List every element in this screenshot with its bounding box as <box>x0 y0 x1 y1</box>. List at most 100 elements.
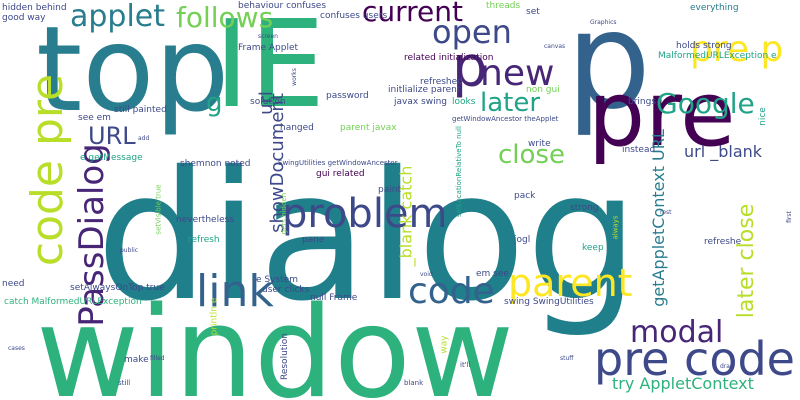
word-gets-hidden: gets hidden <box>280 192 289 235</box>
word-pack: pack <box>514 191 536 201</box>
word-rest: rest <box>660 209 672 216</box>
word-confuses-users: confuses users <box>320 11 388 21</box>
word-brings: brings <box>628 97 657 107</box>
word-threads: threads <box>486 1 521 11</box>
word-resolution: Resolution <box>280 332 291 381</box>
word-itll: it'll <box>460 361 471 369</box>
word-stuff: stuff <box>560 355 574 362</box>
word-close: close <box>498 140 565 170</box>
word-good-way: good way <box>2 13 46 23</box>
word-always: always <box>611 215 620 240</box>
word-strong: strong <box>570 203 599 213</box>
word-password: password <box>326 91 369 101</box>
word-p-small: p <box>452 35 488 100</box>
word-keep: keep <box>582 243 604 253</box>
word-shemnon-noted: shemnon noted <box>180 159 251 169</box>
word-applet: applet <box>70 0 166 34</box>
word-hidden-behind: hidden behind <box>2 3 67 13</box>
word-refreshe: refreshe <box>704 237 742 247</box>
word-works: works <box>290 68 298 86</box>
word-modal: modal <box>630 315 724 350</box>
word-looks: looks <box>452 97 476 107</box>
word-println-e: println e <box>209 297 220 336</box>
word-set: set <box>526 7 540 17</box>
word-filled: filled <box>150 355 165 362</box>
word-add: add <box>138 135 150 142</box>
word-problem: problem <box>282 191 448 237</box>
word-link: link <box>196 266 274 317</box>
word-public: public <box>120 247 139 254</box>
word-need: need <box>2 279 25 289</box>
word-frame-applet: Frame Applet <box>238 43 299 53</box>
word-follows: follows <box>176 1 274 34</box>
word-code-pre: code pre <box>22 73 74 267</box>
word-dialog: dialog <box>96 133 639 340</box>
word-parent: parent <box>508 261 633 305</box>
word-canvas: canvas <box>544 43 566 50</box>
word-gui-related: gui related <box>316 169 365 179</box>
word-everything: everything <box>690 3 739 13</box>
word-p-big: p <box>566 0 652 139</box>
word-initlialize-parent: initlialize parent <box>388 85 461 95</box>
word-still-painted: still painted <box>114 105 167 115</box>
word-e-system: e System <box>256 275 298 285</box>
word-holds-strong: holds strong <box>676 41 732 51</box>
word-e-getmessage: e getMessage <box>80 153 143 163</box>
word-try-appletcontext: try AppletContext <box>612 374 754 393</box>
word-current: current <box>362 0 464 28</box>
word-related-initialization: related initialization <box>404 53 494 63</box>
word-void: void <box>420 271 433 278</box>
word-ie: IE <box>214 0 326 135</box>
word-tiny-b: first <box>785 211 793 223</box>
word-open: open <box>432 13 512 51</box>
word-refreshed: refreshed <box>420 77 463 87</box>
word-setlocationrelativeto-null: setLocationRelativeTo null <box>454 126 463 217</box>
word-parent-javax: parent javax <box>340 123 397 133</box>
word-url: URL <box>88 122 136 150</box>
word-top: top <box>36 0 230 138</box>
word-code: code <box>408 271 495 312</box>
word-catch-malformedurlexception: catch MalformedURLException <box>4 297 142 307</box>
word-nice: nice <box>757 107 768 126</box>
word-setvisible-true: setVisible true <box>154 184 163 235</box>
word-jogl: jogl <box>514 235 531 245</box>
word-malformedurlexception-e: MalformedURLException e <box>658 51 777 61</box>
word-later: later <box>480 88 541 118</box>
word-tiny-a: cases <box>8 345 25 352</box>
word-getwindowancestor-theapplet: getWindowAncestor theApplet <box>452 115 559 123</box>
word-nevertheless: nevertheless <box>176 215 234 225</box>
word-pre-p: pre p <box>690 29 784 70</box>
word-getappletcontext-url: getAppletContext URL <box>648 129 668 307</box>
word-pre-code: pre code <box>594 332 795 386</box>
word-swing-swingutilities: swing SwingUtilities <box>504 297 594 307</box>
word-user-clicks: user clicks <box>262 285 310 295</box>
word-em-see: em see <box>476 269 509 279</box>
word-window: window <box>36 279 515 400</box>
word-blank: blank <box>404 379 424 387</box>
word-behaviour-confuses: behaviour confuses <box>238 1 327 11</box>
word-see-em: see em <box>78 113 111 123</box>
word-g: g <box>206 88 223 118</box>
word-setalwaysontop-true: setAlwaysOnTop true <box>70 283 165 293</box>
word-draw: draw <box>720 363 735 370</box>
word-instead: instead <box>622 145 656 155</box>
word-pre-big: pre <box>588 62 736 167</box>
word-still: still <box>118 379 131 387</box>
word-write: write <box>528 139 551 149</box>
word-refresh: refresh <box>188 235 220 245</box>
word-make: make <box>124 355 149 365</box>
word-paint: paint <box>378 185 401 195</box>
word-graphics: Graphics <box>590 19 617 26</box>
word-non-gui: non gui <box>526 85 560 95</box>
word-pane: pane <box>302 235 325 245</box>
word-google: Google <box>656 87 755 120</box>
word-swingutilities-getwindowancestor: SwingUtilities getWindowAncestor <box>278 159 398 167</box>
word-null-frame: null Frame <box>310 293 358 303</box>
word-hanged: hanged <box>280 123 314 133</box>
word-url-blank: url _blank <box>684 142 763 161</box>
word-later-close: later close <box>734 203 760 319</box>
word-way: way <box>439 335 450 354</box>
word-screen: screen <box>258 33 278 40</box>
word-new: new <box>480 53 555 94</box>
